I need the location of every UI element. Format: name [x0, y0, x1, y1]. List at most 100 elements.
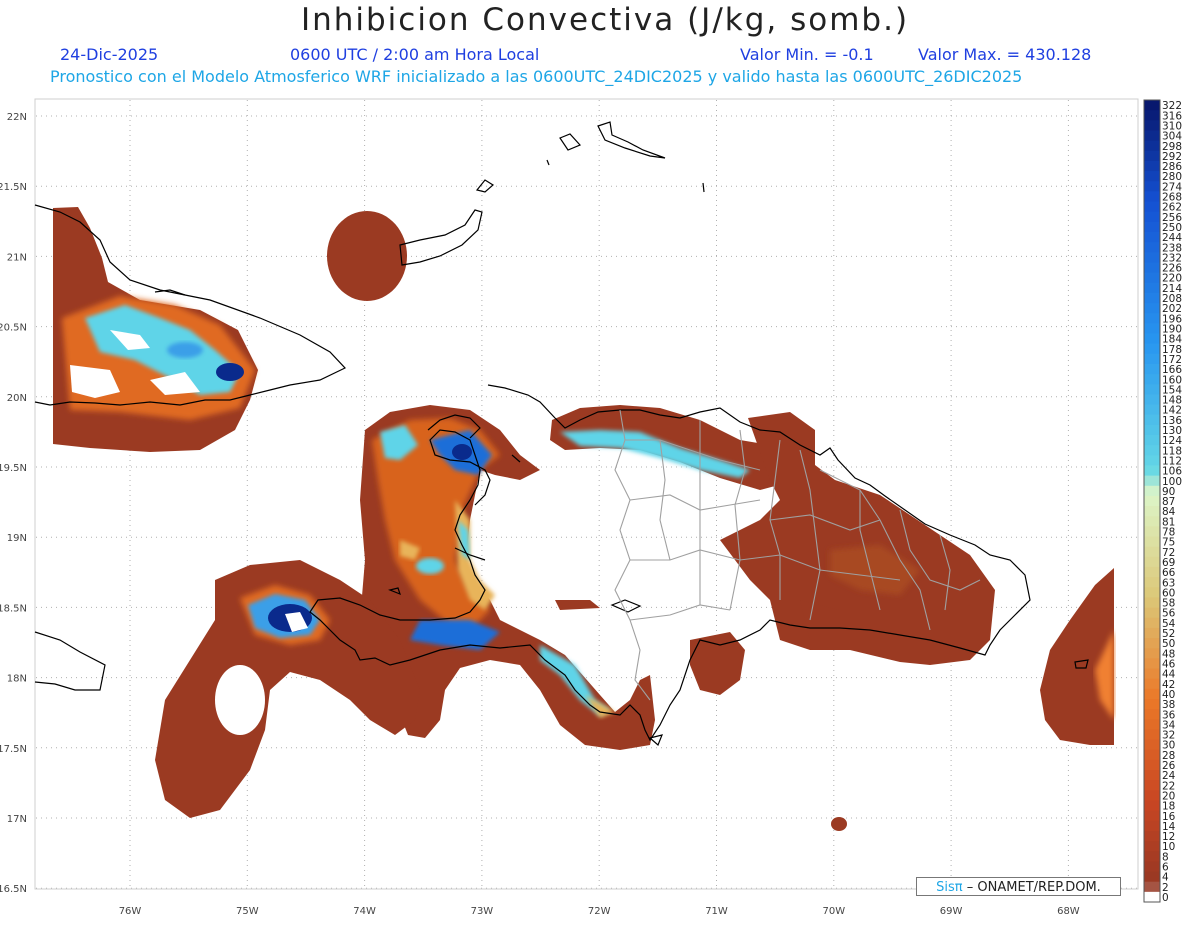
- colorbar-swatch: [1144, 841, 1160, 852]
- colorbar-label: 28: [1162, 750, 1175, 762]
- colorbar-label: 63: [1162, 577, 1175, 589]
- lat-label: 18.5N: [0, 603, 27, 614]
- value-max: Valor Max. = 430.128: [918, 45, 1092, 64]
- colorbar-swatch: [1144, 465, 1160, 477]
- colorbar-swatch: [1144, 770, 1160, 781]
- colorbar-swatch: [1144, 678, 1160, 690]
- colorbar-swatch: [1144, 333, 1160, 345]
- colorbar-swatch: [1144, 729, 1160, 741]
- colorbar-swatch: [1144, 566, 1160, 578]
- colorbar-swatch: [1144, 556, 1160, 568]
- lon-label: 73W: [471, 906, 494, 917]
- colorbar-swatch: [1144, 343, 1160, 355]
- colorbar-label: 22: [1162, 780, 1175, 792]
- colorbar-swatch: [1144, 830, 1160, 842]
- colorbar-swatch: [1144, 475, 1160, 487]
- lat-label: 16.5N: [0, 884, 27, 895]
- lon-label: 72W: [588, 906, 611, 917]
- colorbar-label: 256: [1162, 212, 1182, 224]
- field-inagua: [327, 211, 407, 301]
- colorbar-label: 202: [1162, 303, 1182, 315]
- colorbar-label: 148: [1162, 395, 1182, 407]
- colorbar-label: 226: [1162, 263, 1182, 275]
- colorbar-swatch: [1144, 495, 1160, 507]
- colorbar-label: 18: [1162, 801, 1175, 813]
- colorbar-label: 118: [1162, 445, 1182, 457]
- colorbar-label: 20: [1162, 790, 1175, 802]
- colorbar-label: 44: [1162, 669, 1176, 681]
- colorbar-label: 166: [1162, 364, 1182, 376]
- colorbar-label: 87: [1162, 496, 1175, 508]
- colorbar: 3223163103042982922862802742682622562502…: [1143, 99, 1182, 904]
- colorbar-frame: [1143, 99, 1161, 903]
- colorbar-swatch: [1144, 810, 1160, 822]
- colorbar-label: 26: [1162, 760, 1176, 772]
- colorbar-swatch: [1144, 648, 1160, 659]
- colorbar-label: 60: [1162, 587, 1175, 599]
- latitude-labels: 22N 21.5N 21N 20.5N 20N 19.5N 19N 18.5N 18N 17.5N…: [0, 112, 27, 895]
- colorbar-swatch: [1144, 688, 1160, 700]
- colorbar-swatch: [1144, 800, 1160, 812]
- colorbar-swatch: [1144, 313, 1160, 324]
- colorbar-label: 160: [1162, 374, 1182, 386]
- colorbar-label: 244: [1162, 232, 1182, 244]
- lon-label: 71W: [705, 906, 728, 917]
- colorbar-swatch: [1144, 384, 1160, 395]
- colorbar-swatch: [1144, 526, 1160, 538]
- colorbar-swatch: [1144, 617, 1160, 629]
- colorbar-swatch: [1144, 546, 1160, 558]
- colorbar-swatch: [1144, 861, 1160, 873]
- colorbar-swatch: [1144, 414, 1160, 426]
- colorbar-swatch: [1144, 790, 1160, 801]
- lon-label: 74W: [353, 906, 376, 917]
- field-dr-north-cyan: [560, 430, 750, 478]
- forecast-date: 24-Dic-2025: [60, 45, 159, 64]
- colorbar-swatch: [1144, 292, 1160, 304]
- colorbar-swatch: [1144, 627, 1160, 639]
- colorbar-swatch: [1144, 536, 1160, 548]
- lat-label: 20N: [7, 393, 27, 404]
- colorbar-swatch: [1144, 252, 1160, 263]
- coastlines: [34, 121, 1089, 747]
- cin-field: [53, 207, 1114, 831]
- lon-label: 69W: [940, 906, 963, 917]
- colorbar-label: 238: [1162, 242, 1182, 254]
- colorbar-swatch: [1144, 181, 1160, 192]
- colorbar-swatch: [1144, 394, 1160, 406]
- colorbar-swatch: [1144, 201, 1160, 213]
- colorbar-swatch: [1144, 323, 1160, 334]
- colorbar-label: 38: [1162, 699, 1175, 711]
- field-dr-east: [720, 412, 995, 665]
- colorbar-swatch: [1144, 171, 1160, 182]
- colorbar-label: 136: [1162, 415, 1182, 427]
- colorbar-swatch: [1144, 739, 1160, 751]
- colorbar-label: 310: [1162, 120, 1182, 132]
- credit-text: – ONAMET/REP.DOM.: [966, 880, 1101, 895]
- colorbar-swatch: [1144, 140, 1160, 152]
- lon-label: 75W: [236, 906, 259, 917]
- colorbar-swatch: [1144, 374, 1160, 385]
- field-small-blob: [831, 817, 847, 831]
- colorbar-label: 130: [1162, 425, 1182, 437]
- colorbar-label: 50: [1162, 638, 1175, 650]
- colorbar-label: 220: [1162, 273, 1182, 285]
- colorbar-label: 4: [1162, 872, 1169, 884]
- colorbar-swatch: [1144, 242, 1160, 253]
- colorbar-swatch: [1144, 780, 1160, 791]
- colorbar-label: 298: [1162, 141, 1182, 153]
- colorbar-swatch: [1144, 851, 1160, 862]
- colorbar-swatch: [1144, 130, 1160, 142]
- lat-label: 20.5N: [0, 323, 27, 334]
- colorbar-label: 196: [1162, 313, 1182, 325]
- colorbar-label: 250: [1162, 222, 1182, 234]
- sistpi-logo: Sisπ: [936, 880, 963, 895]
- colorbar-swatch: [1144, 506, 1160, 517]
- longitude-labels: 76W 75W 74W 73W 72W 71W 70W 69W 68W: [119, 906, 1080, 917]
- colorbar-label: 84: [1162, 506, 1176, 518]
- field-cuba-cyan: [85, 305, 240, 395]
- colorbar-swatch: [1144, 100, 1160, 111]
- field-cuba-blue: [216, 363, 244, 381]
- colorbar-swatch: [1144, 881, 1160, 893]
- colorbar-swatch: [1144, 587, 1160, 598]
- colorbar-label: 154: [1162, 384, 1182, 396]
